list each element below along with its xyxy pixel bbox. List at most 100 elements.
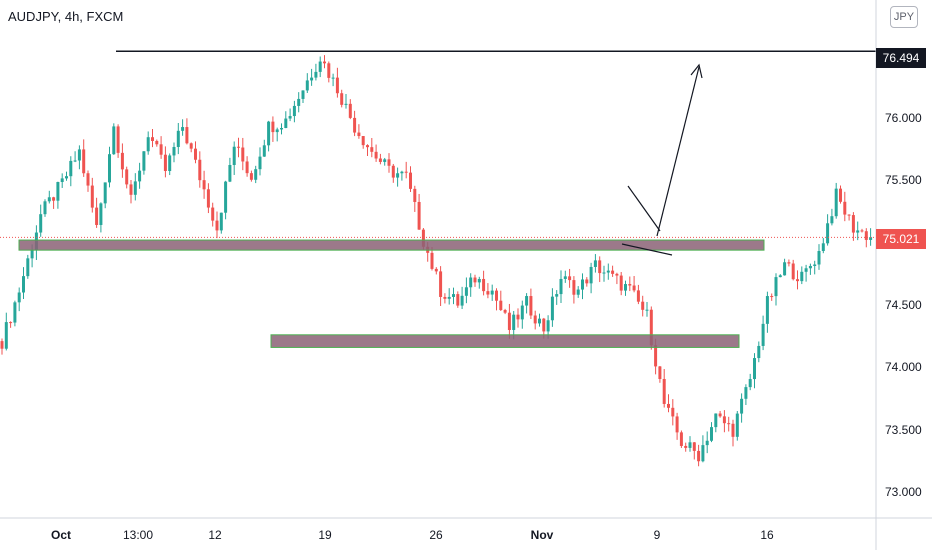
candle bbox=[116, 124, 120, 158]
candle bbox=[602, 265, 606, 282]
candle bbox=[675, 412, 679, 440]
candle bbox=[490, 284, 494, 301]
candle-body bbox=[692, 442, 696, 451]
candle bbox=[206, 183, 210, 214]
candle-body bbox=[796, 279, 799, 282]
wedge-lower-line[interactable] bbox=[621, 243, 673, 256]
candle-body bbox=[542, 318, 546, 332]
candle-body bbox=[572, 280, 576, 295]
candle-body bbox=[120, 152, 124, 170]
candle bbox=[559, 270, 563, 304]
candle-body bbox=[211, 207, 215, 221]
candle bbox=[108, 146, 111, 188]
candle bbox=[26, 254, 30, 279]
price-tick-label: 74.000 bbox=[885, 360, 922, 374]
candle-body bbox=[714, 413, 718, 428]
candle bbox=[817, 244, 821, 270]
candle bbox=[434, 267, 438, 275]
candle-body bbox=[90, 185, 94, 208]
candle bbox=[189, 142, 193, 153]
symbol-title: AUDJPY, 4h, FXCM bbox=[8, 9, 124, 24]
candle-body bbox=[0, 341, 4, 349]
price-tick-label: 73.000 bbox=[885, 485, 922, 499]
candle bbox=[800, 266, 804, 285]
candle-body bbox=[735, 413, 739, 437]
candle-body bbox=[804, 268, 808, 272]
candle-body bbox=[73, 160, 77, 162]
candle-body bbox=[185, 127, 189, 144]
candle-body bbox=[499, 300, 503, 311]
candle bbox=[576, 286, 580, 298]
time-tick-label: 26 bbox=[429, 528, 443, 542]
price-tick-label: 76.000 bbox=[885, 111, 922, 125]
candle-body bbox=[404, 171, 408, 173]
candle-body bbox=[761, 323, 765, 346]
candle-body bbox=[753, 358, 756, 380]
candle bbox=[353, 110, 357, 137]
candle bbox=[95, 197, 99, 228]
candle bbox=[370, 138, 374, 158]
candle bbox=[310, 68, 314, 86]
candle-body bbox=[249, 173, 253, 180]
candle-body bbox=[331, 77, 335, 79]
candle bbox=[9, 321, 13, 328]
candle bbox=[0, 338, 4, 355]
candle-body bbox=[267, 121, 271, 146]
candle bbox=[43, 199, 47, 217]
candle bbox=[60, 173, 64, 188]
candle bbox=[538, 313, 541, 327]
candle bbox=[344, 94, 348, 109]
candle bbox=[430, 246, 434, 271]
candle bbox=[52, 196, 56, 209]
candle bbox=[787, 259, 791, 267]
candle bbox=[288, 108, 292, 122]
candle bbox=[172, 142, 176, 163]
candle-body bbox=[232, 146, 236, 166]
candle bbox=[791, 259, 795, 281]
candle bbox=[770, 293, 774, 301]
candle-body bbox=[469, 277, 473, 288]
candle-body bbox=[851, 215, 855, 233]
candle-body bbox=[292, 105, 296, 117]
candle bbox=[366, 144, 369, 156]
candle-body bbox=[658, 366, 662, 379]
candle bbox=[17, 287, 21, 312]
candle-body bbox=[710, 427, 713, 441]
candle-body bbox=[202, 180, 206, 190]
candle-body bbox=[783, 262, 787, 276]
candle-body bbox=[348, 103, 352, 118]
candle bbox=[495, 288, 498, 311]
price-tick-label: 75.500 bbox=[885, 173, 922, 187]
candle bbox=[499, 290, 503, 312]
candle bbox=[619, 271, 623, 296]
candle-body bbox=[679, 432, 683, 446]
candle-body bbox=[675, 416, 679, 433]
support-zone[interactable] bbox=[18, 239, 765, 251]
projection-arrow-line[interactable] bbox=[656, 66, 700, 237]
candle bbox=[585, 277, 589, 287]
candle-body bbox=[163, 154, 167, 172]
candle-body bbox=[361, 136, 365, 146]
candle-body bbox=[430, 252, 434, 269]
candle-body bbox=[452, 294, 455, 297]
candle bbox=[198, 151, 202, 188]
candle-body bbox=[284, 118, 288, 129]
candle-body bbox=[516, 314, 520, 320]
candle bbox=[581, 273, 584, 300]
candle bbox=[318, 56, 322, 78]
support-zone[interactable] bbox=[270, 334, 740, 348]
candle bbox=[391, 163, 395, 183]
candle-body bbox=[439, 271, 443, 297]
candle bbox=[331, 73, 335, 87]
candle bbox=[396, 167, 400, 187]
candle-body bbox=[473, 277, 477, 283]
candle-body bbox=[464, 287, 468, 296]
wedge-upper-line[interactable] bbox=[627, 185, 661, 232]
candle-body bbox=[198, 159, 202, 181]
price-axis[interactable]: 76.00075.50075.00074.50074.00073.50073.0… bbox=[885, 111, 922, 499]
candle bbox=[856, 221, 860, 241]
candle bbox=[129, 180, 133, 204]
time-axis[interactable]: Oct 13:00 12 19 26 Nov 9 16 bbox=[51, 528, 774, 542]
currency-badge[interactable]: JPY bbox=[890, 6, 918, 28]
